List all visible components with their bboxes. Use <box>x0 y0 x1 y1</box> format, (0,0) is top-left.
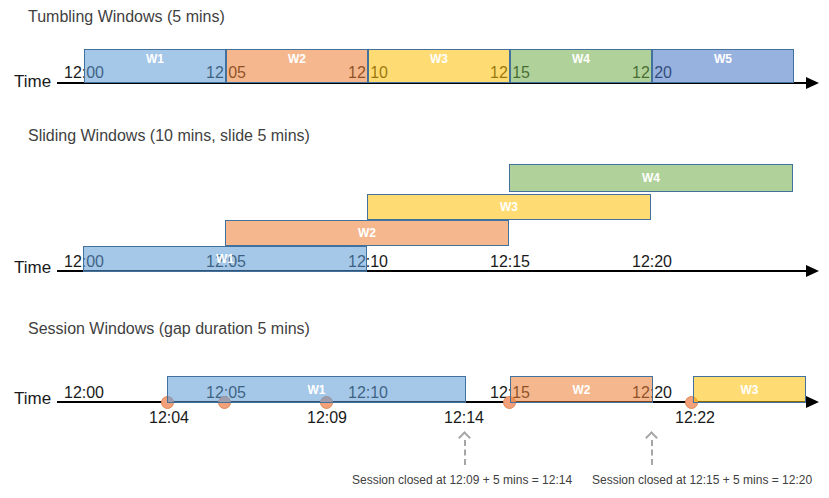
tumbling-window-w5: W5 <box>652 49 794 83</box>
tumbling-axis-arrow-icon <box>806 77 819 89</box>
sliding-window-w3: W3 <box>367 194 651 220</box>
tumbling-title: Tumbling Windows (5 mins) <box>28 8 225 26</box>
window-label: W1 <box>84 252 366 266</box>
event-time-label-1204: 12:04 <box>149 409 189 427</box>
annotation-session-closed-1220: Session closed at 12:15 + 5 mins = 12:20 <box>592 473 812 487</box>
session-axis-arrow-icon <box>806 396 819 408</box>
tumbling-window-w3: W3 <box>368 49 510 83</box>
tumbling-window-w2: W2 <box>226 49 368 83</box>
sliding-time-axis-label: Time <box>14 258 51 278</box>
session-window-w2: W2 <box>510 376 653 403</box>
session-closed-arrow-line <box>651 440 653 465</box>
session-window-w1: W1 <box>167 376 466 403</box>
tumbling-window-w1: W1 <box>84 49 226 83</box>
window-label: W3 <box>368 200 650 214</box>
window-label: W3 <box>369 52 509 66</box>
event-time-label-1214: 12:14 <box>444 409 484 427</box>
session-title: Session Windows (gap duration 5 mins) <box>28 320 310 338</box>
tumbling-window-w4: W4 <box>510 49 652 83</box>
window-label: W2 <box>511 383 652 397</box>
sliding-window-w4: W4 <box>509 164 793 192</box>
window-label: W5 <box>653 52 793 66</box>
sliding-axis-arrow-icon <box>806 265 819 277</box>
window-label: W2 <box>227 52 367 66</box>
sliding-tick-1220: 12:20 <box>632 253 672 271</box>
window-label: W3 <box>694 383 805 397</box>
tumbling-time-axis-label: Time <box>14 72 51 92</box>
event-time-label-1209: 12:09 <box>307 409 347 427</box>
window-label: W4 <box>510 171 792 185</box>
session-window-w3: W3 <box>693 376 806 403</box>
windowing-diagram: Tumbling Windows (5 mins) Time 12:00 12:… <box>0 0 829 498</box>
session-tick-1200: 12:00 <box>64 384 104 402</box>
annotation-session-closed-1214: Session closed at 12:09 + 5 mins = 12:14 <box>352 473 572 487</box>
window-label: W1 <box>168 383 465 397</box>
session-closed-arrow-line <box>464 440 466 465</box>
sliding-window-w2: W2 <box>225 220 509 246</box>
window-label: W4 <box>511 52 651 66</box>
window-label: W2 <box>226 226 508 240</box>
sliding-title: Sliding Windows (10 mins, slide 5 mins) <box>28 127 310 145</box>
sliding-window-w1: W1 <box>83 246 367 272</box>
session-time-axis-label: Time <box>14 389 51 409</box>
sliding-tick-1215: 12:15 <box>490 253 530 271</box>
event-time-label-1222: 12:22 <box>675 409 715 427</box>
window-label: W1 <box>85 52 225 66</box>
